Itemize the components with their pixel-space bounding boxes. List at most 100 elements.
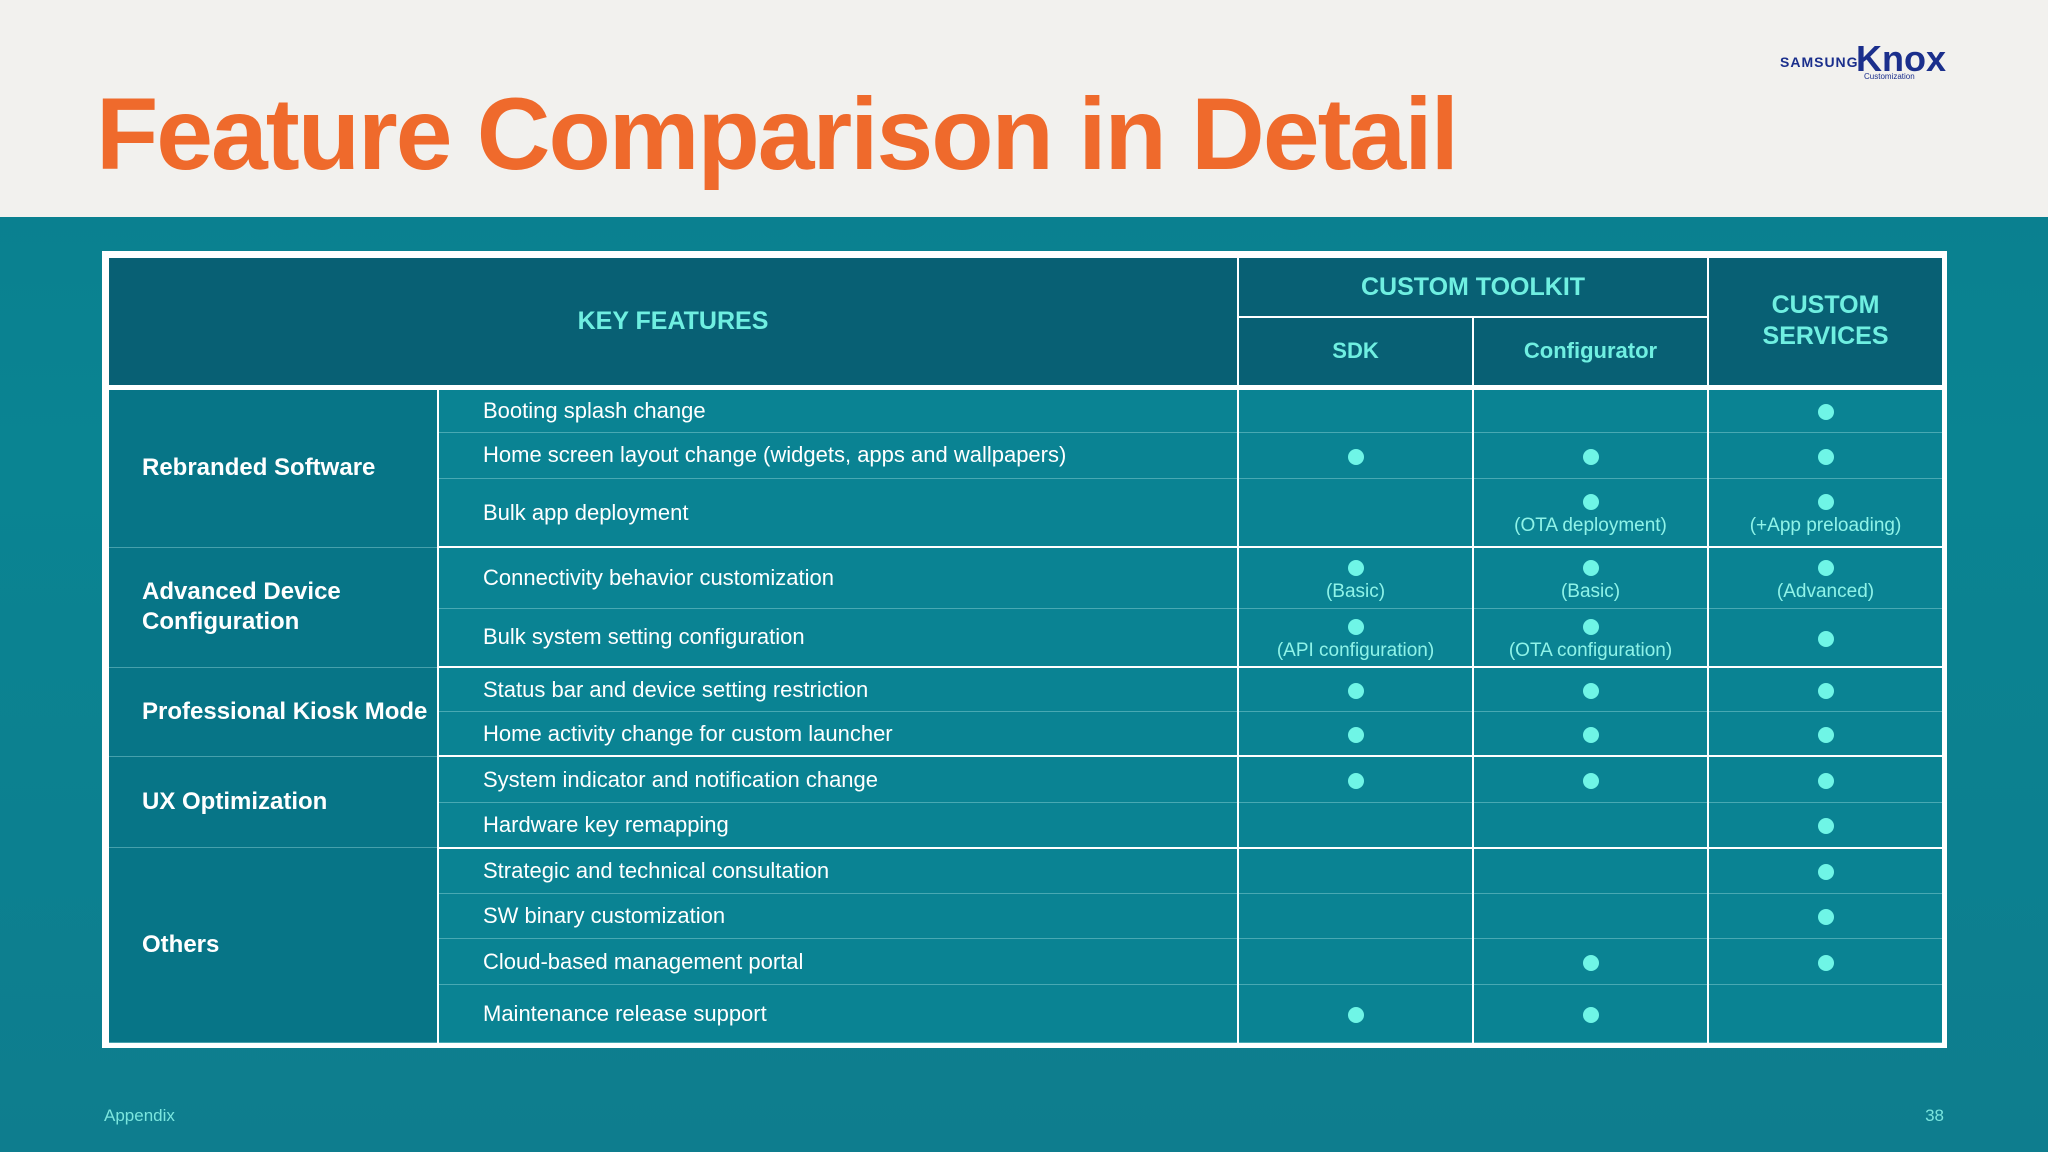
sdk-cell	[1237, 667, 1474, 713]
availability-dot-icon	[1817, 630, 1834, 647]
sdk-cell	[1237, 938, 1474, 986]
logo-brand: SAMSUNG	[1780, 54, 1859, 70]
availability-dot-icon	[1347, 773, 1364, 790]
availability-dot-icon	[1347, 1006, 1364, 1023]
availability-dot-icon	[1817, 682, 1834, 699]
sdk-cell: (Basic)	[1237, 547, 1474, 609]
availability-dot-icon	[1582, 773, 1599, 790]
feature-label: System indicator and notification change	[437, 756, 1239, 804]
configurator-cell	[1471, 432, 1710, 479]
header-custom-toolkit: CUSTOM TOOLKIT	[1236, 256, 1710, 318]
table-row: Bulk system setting configuration (API c…	[108, 608, 1945, 669]
configurator-cell	[1471, 667, 1710, 713]
feature-label: Hardware key remapping	[437, 802, 1239, 849]
availability-dot-icon	[1582, 494, 1599, 511]
table-row: SW binary customization	[108, 893, 1945, 940]
availability-dot-icon	[1817, 773, 1834, 790]
availability-dot-icon	[1582, 682, 1599, 699]
availability-note: (OTA deployment)	[1514, 515, 1667, 537]
configurator-cell	[1471, 984, 1710, 1043]
feature-label: Home activity change for custom launcher	[437, 711, 1239, 758]
availability-dot-icon	[1817, 909, 1834, 926]
configurator-cell	[1471, 802, 1710, 849]
configurator-cell: (OTA deployment)	[1471, 478, 1710, 549]
availability-dot-icon	[1347, 448, 1364, 465]
availability-dot-icon	[1582, 448, 1599, 465]
table-row: Home activity change for custom launcher	[108, 711, 1945, 758]
availability-dot-icon	[1347, 726, 1364, 743]
feature-label: Status bar and device setting restrictio…	[437, 667, 1239, 713]
availability-note: (OTA configuration)	[1508, 639, 1673, 661]
services-cell	[1707, 802, 1945, 849]
configurator-cell: (OTA configuration)	[1471, 608, 1710, 669]
samsung-knox-logo: SAMSUNG Knox Customization	[1780, 38, 1950, 86]
sdk-cell	[1237, 711, 1474, 758]
availability-dot-icon	[1817, 726, 1834, 743]
sdk-cell	[1237, 384, 1474, 434]
footer-section-label: Appendix	[104, 1106, 175, 1125]
availability-note: (Advanced)	[1776, 580, 1875, 602]
configurator-cell	[1471, 938, 1710, 986]
sdk-cell	[1237, 847, 1474, 894]
feature-label: Bulk system setting configuration	[437, 608, 1239, 669]
availability-dot-icon	[1347, 682, 1364, 699]
services-cell: (+App preloading)	[1707, 478, 1945, 549]
category-others: Others	[107, 847, 439, 1043]
category-ux-optimization: UX Optimization	[107, 756, 439, 849]
feature-comparison-table: KEY FEATURES CUSTOM TOOLKIT CUSTOM SERVI…	[102, 251, 1947, 1048]
availability-dot-icon	[1582, 559, 1599, 576]
header-sdk: SDK	[1237, 316, 1474, 388]
availability-dot-icon	[1817, 494, 1834, 511]
table-row: Hardware key remapping	[108, 802, 1945, 849]
table-row: Advanced Device Configuration Connectivi…	[107, 547, 1945, 668]
sdk-cell	[1237, 432, 1474, 479]
availability-dot-icon	[1817, 559, 1834, 576]
table-row: Home screen layout change (widgets, apps…	[108, 432, 1945, 479]
sdk-cell: (API configuration)	[1237, 608, 1474, 669]
sdk-cell	[1237, 478, 1474, 549]
configurator-cell	[1471, 756, 1710, 804]
availability-dot-icon	[1347, 559, 1364, 576]
sdk-cell	[1237, 893, 1474, 940]
feature-label: Strategic and technical consultation	[437, 847, 1239, 894]
availability-dot-icon	[1582, 1006, 1599, 1023]
feature-label: SW binary customization	[437, 893, 1239, 940]
feature-label: Cloud-based management portal	[437, 938, 1239, 986]
services-cell: (Advanced)	[1707, 547, 1945, 609]
availability-dot-icon	[1582, 619, 1599, 636]
table-row: Rebranded Software Booting splash change	[107, 384, 1945, 548]
table-row: Professional Kiosk Mode Status bar and d…	[107, 667, 1945, 757]
availability-note: (API configuration)	[1276, 639, 1435, 661]
services-cell	[1707, 938, 1945, 986]
services-cell	[1707, 847, 1945, 894]
table-row: UX Optimization System indicator and not…	[107, 756, 1945, 849]
sdk-cell	[1237, 802, 1474, 849]
services-cell	[1707, 893, 1945, 940]
services-cell	[1707, 384, 1945, 434]
services-cell	[1707, 984, 1945, 1043]
page-title: Feature Comparison in Detail	[96, 77, 1459, 191]
availability-note: (Basic)	[1325, 580, 1386, 602]
page-number: 38	[1925, 1106, 1944, 1125]
services-cell	[1707, 608, 1945, 669]
category-rebranded-software: Rebranded Software	[107, 384, 439, 548]
configurator-cell	[1471, 711, 1710, 758]
header-custom-services: CUSTOM SERVICES	[1707, 256, 1945, 388]
availability-dot-icon	[1582, 954, 1599, 971]
configurator-cell: (Basic)	[1471, 547, 1710, 609]
table-row: Bulk app deployment (OTA deployment) (+Ap…	[108, 478, 1945, 549]
table-row: Maintenance release support	[108, 984, 1945, 1043]
services-cell	[1707, 667, 1945, 713]
category-advanced-device-configuration: Advanced Device Configuration	[107, 547, 439, 668]
services-cell	[1707, 756, 1945, 804]
configurator-cell	[1471, 847, 1710, 894]
configurator-cell	[1471, 893, 1710, 940]
availability-dot-icon	[1347, 619, 1364, 636]
availability-dot-icon	[1582, 726, 1599, 743]
availability-note: (+App preloading)	[1749, 515, 1902, 537]
availability-dot-icon	[1817, 448, 1834, 465]
services-cell	[1707, 711, 1945, 758]
table-row: Cloud-based management portal	[108, 938, 1945, 986]
header-configurator: Configurator	[1471, 316, 1710, 388]
configurator-cell	[1471, 384, 1710, 434]
